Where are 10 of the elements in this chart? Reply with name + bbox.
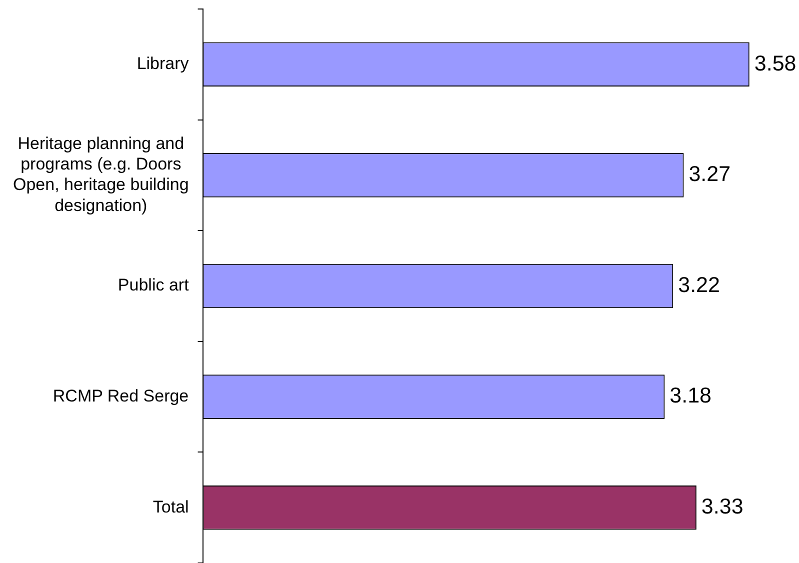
data-label: 3.22 [678,272,720,297]
y-tick-label: Heritage planning and programs (e.g. Doors Open, heritage building designation) [13,134,189,215]
y-tick-label: Public art [118,276,190,295]
data-label: 3.33 [701,494,744,519]
data-label: 3.58 [754,51,796,76]
y-tick-label: RCMP Red Serge [52,386,189,406]
data-label: 3.18 [670,384,712,408]
y-tick-label: Total [152,497,189,516]
y-tick-label: Library [136,54,190,74]
data-label: 3.27 [688,162,731,186]
